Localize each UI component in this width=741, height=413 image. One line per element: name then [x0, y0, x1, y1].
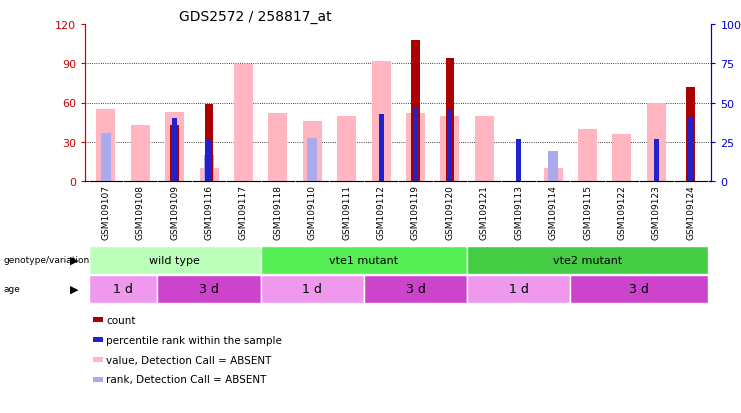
Bar	[654, 139, 659, 182]
Bar	[686, 88, 695, 182]
Bar	[364, 275, 467, 303]
Bar	[268, 114, 288, 182]
Text: GSM109116: GSM109116	[205, 185, 213, 240]
Text: GSM109118: GSM109118	[273, 185, 282, 240]
Bar	[411, 40, 420, 182]
Text: percentile rank within the sample: percentile rank within the sample	[106, 335, 282, 345]
Bar	[307, 139, 317, 182]
Bar	[413, 108, 418, 182]
Text: GSM109110: GSM109110	[308, 185, 317, 240]
Bar	[548, 152, 558, 182]
Bar	[372, 62, 391, 182]
Text: GSM109111: GSM109111	[342, 185, 351, 240]
Bar	[157, 275, 261, 303]
Text: GSM109124: GSM109124	[686, 185, 695, 240]
Text: GSM109119: GSM109119	[411, 185, 420, 240]
Bar	[467, 275, 571, 303]
Text: GSM109120: GSM109120	[445, 185, 454, 240]
Text: ▶: ▶	[70, 284, 79, 294]
Text: count: count	[106, 315, 136, 325]
Bar	[445, 59, 454, 182]
Text: GSM109109: GSM109109	[170, 185, 179, 240]
Bar	[379, 114, 384, 182]
Text: 3 d: 3 d	[629, 282, 649, 296]
Bar	[101, 133, 111, 182]
Bar	[406, 114, 425, 182]
Bar	[204, 156, 214, 182]
Text: vte1 mutant: vte1 mutant	[329, 255, 399, 265]
Text: 3 d: 3 d	[199, 282, 219, 296]
Bar	[261, 246, 467, 274]
Text: age: age	[4, 285, 21, 294]
Text: genotype/variation: genotype/variation	[4, 256, 90, 265]
Text: ▶: ▶	[70, 255, 79, 265]
Bar	[234, 65, 253, 182]
Text: 1 d: 1 d	[302, 282, 322, 296]
Bar	[207, 139, 212, 182]
Bar	[199, 169, 219, 182]
Bar	[516, 139, 521, 182]
Text: value, Detection Call = ABSENT: value, Detection Call = ABSENT	[106, 355, 272, 365]
Text: GSM109121: GSM109121	[479, 185, 489, 240]
Bar	[170, 126, 179, 182]
Text: GSM109113: GSM109113	[514, 185, 523, 240]
Text: GDS2572 / 258817_at: GDS2572 / 258817_at	[179, 10, 332, 24]
Bar	[467, 246, 708, 274]
Text: GSM109123: GSM109123	[652, 185, 661, 240]
Bar	[89, 246, 261, 274]
Bar	[578, 129, 597, 182]
Bar	[303, 121, 322, 182]
Bar	[172, 119, 177, 182]
Text: GSM109115: GSM109115	[583, 185, 592, 240]
Text: 1 d: 1 d	[509, 282, 528, 296]
Text: GSM109108: GSM109108	[136, 185, 144, 240]
Bar	[688, 119, 694, 182]
Bar	[205, 104, 213, 182]
Bar	[261, 275, 364, 303]
Text: GSM109112: GSM109112	[376, 185, 385, 240]
Bar	[96, 110, 116, 182]
Text: vte2 mutant: vte2 mutant	[553, 255, 622, 265]
Bar	[131, 126, 150, 182]
Bar	[337, 116, 356, 182]
Text: 1 d: 1 d	[113, 282, 133, 296]
Text: GSM109117: GSM109117	[239, 185, 248, 240]
Bar	[571, 275, 708, 303]
Bar	[475, 116, 494, 182]
Text: 3 d: 3 d	[405, 282, 425, 296]
Text: GSM109114: GSM109114	[548, 185, 558, 240]
Text: rank, Detection Call = ABSENT: rank, Detection Call = ABSENT	[106, 375, 267, 385]
Bar	[440, 116, 459, 182]
Bar	[165, 112, 184, 182]
Bar	[448, 111, 453, 182]
Bar	[544, 169, 562, 182]
Bar	[89, 275, 157, 303]
Text: GSM109107: GSM109107	[102, 185, 110, 240]
Text: GSM109122: GSM109122	[617, 185, 626, 240]
Text: wild type: wild type	[149, 255, 200, 265]
Bar	[647, 103, 665, 182]
Bar	[613, 135, 631, 182]
